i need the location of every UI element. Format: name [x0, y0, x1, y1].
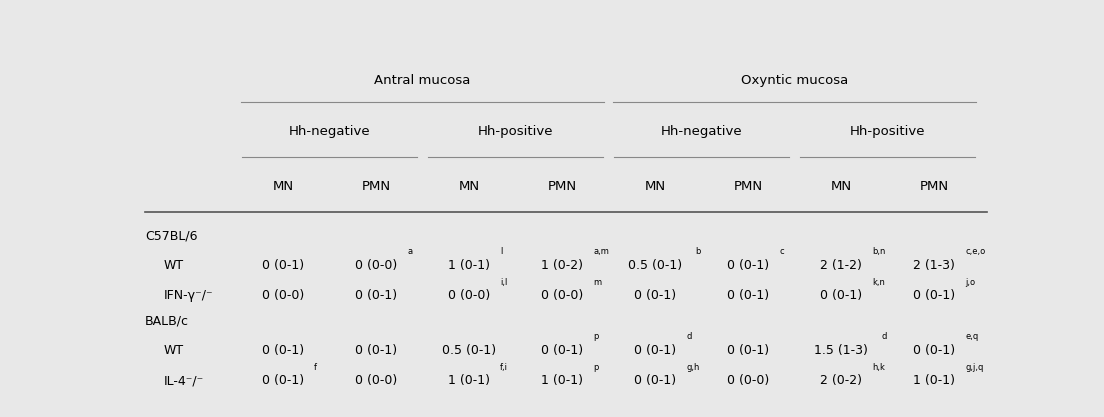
Text: i,l: i,l	[500, 278, 508, 287]
Text: MN: MN	[458, 180, 479, 193]
Text: p: p	[593, 332, 598, 341]
Text: MN: MN	[830, 180, 852, 193]
Text: b,n: b,n	[872, 247, 885, 256]
Text: a: a	[407, 247, 412, 256]
Text: 0 (0-0): 0 (0-0)	[448, 289, 490, 302]
Text: 0 (0-1): 0 (0-1)	[913, 344, 955, 357]
Text: 1 (0-1): 1 (0-1)	[448, 259, 490, 271]
Text: j,o: j,o	[965, 278, 976, 287]
Text: 0 (0-1): 0 (0-1)	[262, 344, 304, 357]
Text: c,e,o: c,e,o	[965, 247, 986, 256]
Text: PMN: PMN	[361, 180, 391, 193]
Text: WT: WT	[163, 259, 183, 271]
Text: Hh-positive: Hh-positive	[850, 126, 925, 138]
Text: 0 (0-1): 0 (0-1)	[354, 289, 397, 302]
Text: 0 (0-0): 0 (0-0)	[728, 374, 769, 387]
Text: PMN: PMN	[733, 180, 763, 193]
Text: 0 (0-1): 0 (0-1)	[634, 344, 676, 357]
Text: 0.5 (0-1): 0.5 (0-1)	[628, 259, 682, 271]
Text: 0 (0-1): 0 (0-1)	[820, 289, 862, 302]
Text: l: l	[500, 247, 502, 256]
Text: PMN: PMN	[920, 180, 948, 193]
Text: 0 (0-1): 0 (0-1)	[634, 289, 676, 302]
Text: 1 (0-1): 1 (0-1)	[913, 374, 955, 387]
Text: h,k: h,k	[872, 363, 885, 372]
Text: b: b	[696, 247, 701, 256]
Text: 1 (0-1): 1 (0-1)	[448, 374, 490, 387]
Text: Antral mucosa: Antral mucosa	[374, 74, 470, 87]
Text: 1.5 (1-3): 1.5 (1-3)	[815, 344, 868, 357]
Text: k,n: k,n	[872, 278, 885, 287]
Text: IFN-γ⁻/⁻: IFN-γ⁻/⁻	[163, 289, 213, 302]
Text: 0 (0-1): 0 (0-1)	[262, 259, 304, 271]
Text: C57BL/6: C57BL/6	[145, 230, 198, 243]
Text: IL-4⁻/⁻: IL-4⁻/⁻	[163, 374, 204, 387]
Text: Hh-positive: Hh-positive	[478, 126, 553, 138]
Text: 0 (0-1): 0 (0-1)	[634, 374, 676, 387]
Text: c: c	[779, 247, 784, 256]
Text: 2 (1-3): 2 (1-3)	[913, 259, 955, 271]
Text: f: f	[314, 363, 317, 372]
Text: 0 (0-1): 0 (0-1)	[913, 289, 955, 302]
Text: MN: MN	[645, 180, 666, 193]
Text: 1 (0-1): 1 (0-1)	[541, 374, 583, 387]
Text: Hh-negative: Hh-negative	[288, 126, 370, 138]
Text: e,q: e,q	[965, 332, 978, 341]
Text: 0 (0-0): 0 (0-0)	[354, 259, 397, 271]
Text: 2 (1-2): 2 (1-2)	[820, 259, 862, 271]
Text: 0 (0-1): 0 (0-1)	[728, 344, 769, 357]
Text: g,h: g,h	[687, 363, 700, 372]
Text: m: m	[593, 278, 602, 287]
Text: 0.5 (0-1): 0.5 (0-1)	[442, 344, 496, 357]
Text: 0 (0-1): 0 (0-1)	[262, 374, 304, 387]
Text: 0 (0-0): 0 (0-0)	[354, 374, 397, 387]
Text: p: p	[593, 363, 598, 372]
Text: BALB/c: BALB/c	[145, 315, 189, 328]
Text: Hh-negative: Hh-negative	[661, 126, 742, 138]
Text: f,i: f,i	[500, 363, 508, 372]
Text: g,j,q: g,j,q	[965, 363, 984, 372]
Text: PMN: PMN	[548, 180, 576, 193]
Text: 0 (0-1): 0 (0-1)	[354, 344, 397, 357]
Text: 0 (0-1): 0 (0-1)	[728, 259, 769, 271]
Text: Oxyntic mucosa: Oxyntic mucosa	[741, 74, 848, 87]
Text: 0 (0-0): 0 (0-0)	[541, 289, 583, 302]
Text: 1 (0-2): 1 (0-2)	[541, 259, 583, 271]
Text: d: d	[687, 332, 691, 341]
Text: 0 (0-0): 0 (0-0)	[262, 289, 304, 302]
Text: 0 (0-1): 0 (0-1)	[728, 289, 769, 302]
Text: 2 (0-2): 2 (0-2)	[820, 374, 862, 387]
Text: MN: MN	[273, 180, 294, 193]
Text: 0 (0-1): 0 (0-1)	[541, 344, 583, 357]
Text: a,m: a,m	[593, 247, 609, 256]
Text: WT: WT	[163, 344, 183, 357]
Text: d: d	[881, 332, 887, 341]
